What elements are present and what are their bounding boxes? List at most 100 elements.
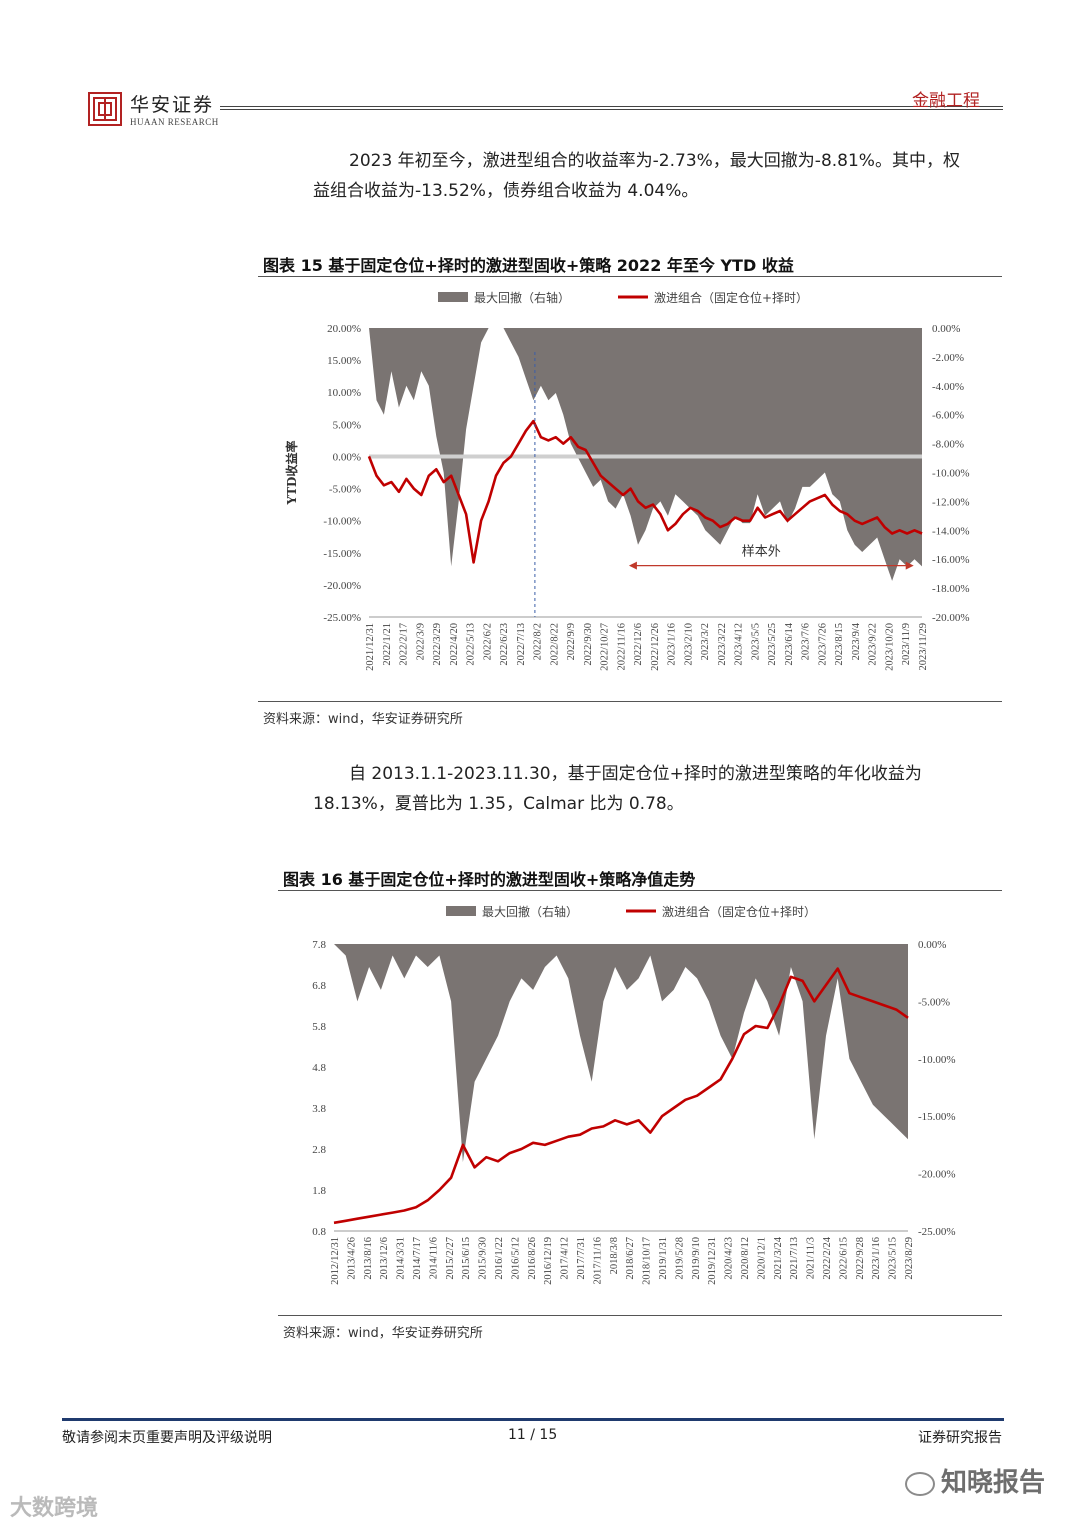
y-tick-label: 1.8 <box>312 1185 326 1197</box>
x-tick-label: 2023/3/22 <box>717 623 728 666</box>
section-name: 金融工程 <box>912 91 980 111</box>
x-tick-label: 2022/2/17 <box>399 623 410 666</box>
x-tick-label: 2017/4/12 <box>560 1237 571 1280</box>
x-tick-label: 2020/8/12 <box>740 1237 751 1280</box>
x-tick-label: 2022/8/22 <box>549 623 560 666</box>
legend-label-drawdown: 最大回撤（右轴） <box>474 290 570 305</box>
paragraph-1-line-2: 益组合收益为-13.52%，债券组合收益为 4.04%。 <box>313 181 699 201</box>
x-tick-label: 2022/7/13 <box>516 623 527 666</box>
x-tick-label: 2022/4/20 <box>449 623 460 666</box>
x-tick-label: 2022/6/23 <box>499 623 510 666</box>
watermark-zhixiao-text: 知晓报告 <box>941 1468 1046 1498</box>
legend-label-strategy: 激进组合（固定仓位+择时） <box>662 904 816 919</box>
y2-tick-label: -8.00% <box>932 439 964 451</box>
y-tick-label: 20.00% <box>327 323 361 335</box>
y2-tick-label: -10.00% <box>932 468 970 480</box>
y-tick-label: -5.00% <box>329 484 361 496</box>
legend-swatch-drawdown <box>446 906 476 916</box>
y2-tick-label: -12.00% <box>932 496 970 508</box>
figure-16-bottom-rule <box>278 1315 1002 1316</box>
logo-subtitle: HUAAN RESEARCH <box>130 117 219 127</box>
x-tick-label: 2022/8/2 <box>533 623 544 660</box>
figure-16-top-rule <box>278 890 1002 891</box>
x-tick-label: 2022/10/27 <box>600 623 611 671</box>
x-tick-label: 2019/9/10 <box>691 1237 702 1280</box>
footer-report-type: 证券研究报告 <box>918 1430 1002 1446</box>
x-tick-label: 2021/12/31 <box>365 623 376 671</box>
chart-legend: 最大回撤（右轴） 激进组合（固定仓位+择时） <box>438 290 808 305</box>
paragraph-1: 2023 年初至今，激进型组合的收益率为-2.73%，最大回撤为-8.81%。其… <box>313 146 1013 206</box>
x-tick-label: 2020/12/1 <box>756 1237 767 1280</box>
chart-svg: 最大回撤（右轴） 激进组合（固定仓位+择时） 7.8 6.8 5.8 4.8 3.8 2.8 1… <box>312 904 956 1285</box>
x-tick-label: 2022/11/16 <box>616 623 627 670</box>
paragraph-2: 自 2013.1.1-2023.11.30，基于固定仓位+择时的激进型策略的年化… <box>313 759 1013 819</box>
y-tick-label: 5.00% <box>333 419 361 431</box>
x-tick-label: 2023/11/9 <box>901 623 912 665</box>
x-tick-label: 2023/5/5 <box>750 623 761 660</box>
x-tick-label: 2017/11/16 <box>592 1237 603 1284</box>
y-tick-label: -10.00% <box>323 516 361 528</box>
x-tick-label: 2013/8/16 <box>363 1237 374 1280</box>
y-tick-label: 3.8 <box>312 1103 326 1115</box>
page-header: 华安证券 HUAAN RESEARCH 金融工程 <box>0 0 1080 140</box>
x-tick-label: 2023/2/10 <box>683 623 694 666</box>
oos-arrow-head-left <box>628 561 637 570</box>
y-tick-label: 7.8 <box>312 939 326 951</box>
strategy-line <box>367 419 923 564</box>
footer-rule <box>62 1418 1004 1421</box>
x-tick-label: 2022/1/21 <box>382 623 393 666</box>
paragraph-2-line-1: 自 2013.1.1-2023.11.30，基于固定仓位+择时的激进型策略的年化… <box>349 764 922 784</box>
x-tick-label: 2022/12/6 <box>633 623 644 666</box>
x-tick-label: 2023/1/16 <box>871 1237 882 1280</box>
x-tick-label: 2016/12/19 <box>543 1237 554 1285</box>
y-axis-title: YTD收益率 <box>284 441 299 506</box>
y-tick-label: 15.00% <box>327 355 361 367</box>
footer-disclaimer: 敬请参阅末页重要声明及评级说明 <box>62 1430 272 1446</box>
x-tick-label: 2022/2/24 <box>822 1236 833 1279</box>
x-tick-label: 2022/5/13 <box>466 623 477 666</box>
x-tick-label: 2014/3/31 <box>396 1237 407 1280</box>
x-tick-label: 2018/6/27 <box>625 1237 636 1280</box>
y2-tick-label: -10.00% <box>918 1054 956 1066</box>
oos-arrow-head-right <box>905 561 914 570</box>
y-tick-label: 4.8 <box>312 1062 326 1074</box>
y2-tick-label: -2.00% <box>932 352 964 364</box>
y2-tick-label: 0.00% <box>918 939 946 951</box>
legend-label-drawdown: 最大回撤（右轴） <box>482 904 578 919</box>
x-tick-label: 2023/5/15 <box>888 1237 899 1280</box>
x-tick-label: 2022/12/26 <box>650 623 661 671</box>
y2-tick-label: -14.00% <box>932 525 970 537</box>
oos-label: 样本外 <box>742 545 781 560</box>
legend-swatch-drawdown <box>438 292 468 302</box>
y-tick-label: 6.8 <box>312 980 326 992</box>
x-tick-label: 2015/2/27 <box>445 1237 456 1280</box>
x-tick-label: 2012/12/31 <box>330 1237 341 1285</box>
y2-tick-label: -5.00% <box>918 996 950 1008</box>
figure-15-chart: 最大回撤（右轴） 激进组合（固定仓位+择时） 20.00% 15.00% 10.00% 5… <box>258 280 1002 700</box>
x-tick-label: 2019/1/31 <box>658 1237 669 1280</box>
y-tick-label: 0.8 <box>312 1226 326 1238</box>
x-tick-label: 2022/9/28 <box>855 1237 866 1280</box>
figure-15-title: 图表 15 基于固定仓位+择时的激进型固收+策略 2022 年至今 YTD 收益 <box>263 256 794 275</box>
y-tick-label: 2.8 <box>312 1144 326 1156</box>
y2-tick-label: -6.00% <box>932 410 964 422</box>
x-tick-label: 2016/1/22 <box>494 1237 505 1280</box>
x-tick-label: 2023/3/2 <box>700 623 711 660</box>
x-tick-label: 2018/10/17 <box>642 1237 653 1285</box>
figure-15-source: 资料来源：wind，华安证券研究所 <box>263 712 463 727</box>
figure-16-chart: 最大回撤（右轴） 激进组合（固定仓位+择时） 7.8 6.8 5.8 4.8 3.8 2.8 1… <box>278 894 1002 1314</box>
x-tick-label: 2017/7/31 <box>576 1237 587 1280</box>
strategy-line <box>333 967 909 1225</box>
page-number: 11 / 15 <box>508 1427 558 1443</box>
x-tick-label: 2021/3/24 <box>773 1236 784 1279</box>
x-tick-label: 2015/9/30 <box>478 1237 489 1280</box>
x-tick-label: 2023/1/16 <box>667 623 678 666</box>
y-tick-label: 5.8 <box>312 1021 326 1033</box>
chart-legend: 最大回撤（右轴） 激进组合（固定仓位+择时） <box>446 904 816 919</box>
y-tick-label: -20.00% <box>323 580 361 592</box>
y2-tick-label: -20.00% <box>918 1169 956 1181</box>
x-tick-label: 2021/7/13 <box>789 1237 800 1280</box>
x-tick-label: 2018/3/8 <box>609 1237 620 1274</box>
x-tick-label: 2023/9/22 <box>868 623 879 666</box>
x-tick-label: 2023/11/29 <box>918 623 929 670</box>
